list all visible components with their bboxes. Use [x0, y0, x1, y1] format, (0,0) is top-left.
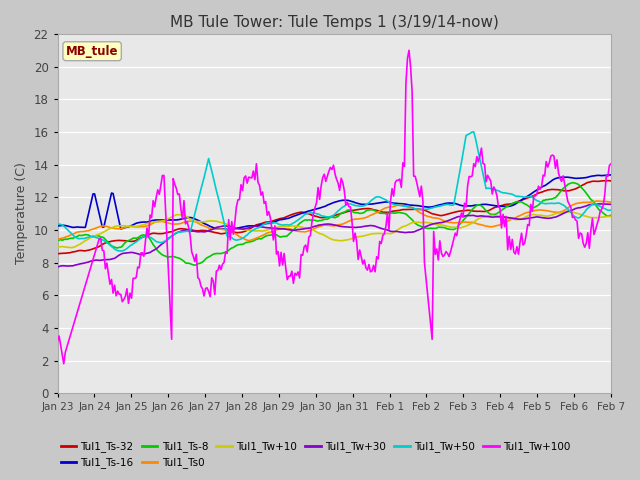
- Title: MB Tule Tower: Tule Temps 1 (3/19/14-now): MB Tule Tower: Tule Temps 1 (3/19/14-now…: [170, 15, 499, 30]
- Y-axis label: Temperature (C): Temperature (C): [15, 163, 28, 264]
- Legend: Tul1_Ts-32, Tul1_Ts-16, Tul1_Ts-8, Tul1_Ts0, Tul1_Tw+10, Tul1_Tw+30, Tul1_Tw+50,: Tul1_Ts-32, Tul1_Ts-16, Tul1_Ts-8, Tul1_…: [56, 437, 575, 472]
- Text: MB_tule: MB_tule: [66, 45, 118, 58]
